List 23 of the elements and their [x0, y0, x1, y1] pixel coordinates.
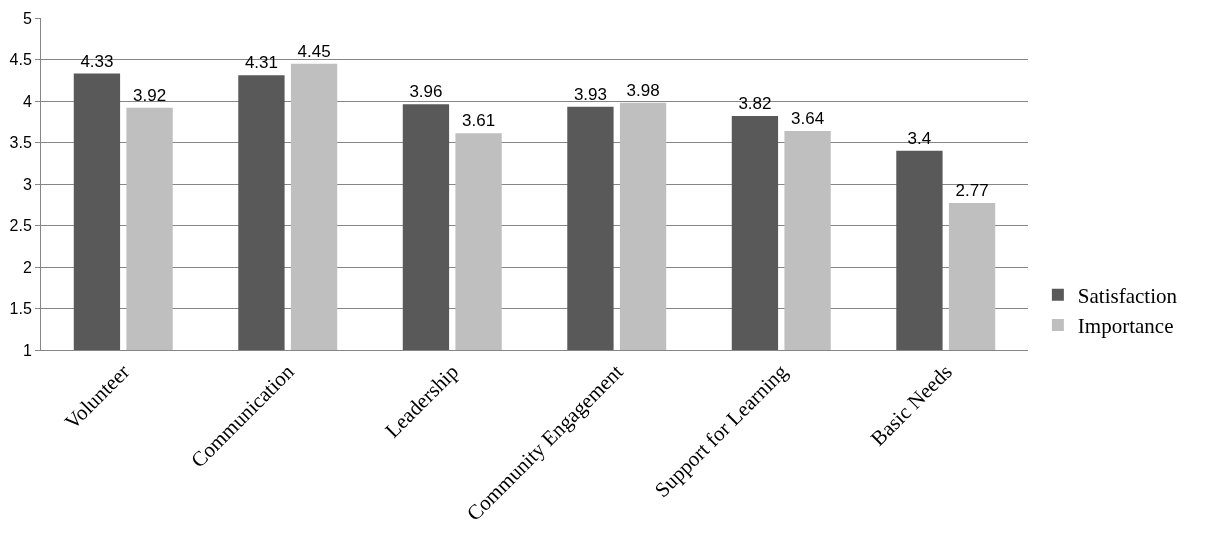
y-tick-label: 2 — [22, 258, 32, 276]
legend-label: Importance — [1077, 314, 1174, 339]
data-label: 3.92 — [133, 85, 167, 105]
data-label: 3.98 — [626, 80, 660, 100]
data-label: 4.33 — [80, 51, 114, 71]
data-label: 3.96 — [409, 82, 443, 102]
data-label: 4.31 — [244, 53, 278, 73]
data-label: 2.77 — [955, 181, 989, 201]
y-tick-label: 3 — [22, 175, 32, 193]
data-label: 3.93 — [573, 84, 607, 104]
y-tick-label: 3.5 — [9, 134, 32, 152]
y-tick-label: 5 — [22, 9, 32, 27]
y-tick-label: 2.5 — [9, 217, 32, 235]
data-label: 3.4 — [907, 128, 932, 148]
data-label: 4.45 — [297, 41, 331, 61]
data-label: 3.82 — [738, 93, 772, 113]
y-tick-label: 4.5 — [9, 51, 32, 69]
data-label: 3.61 — [462, 111, 496, 131]
y-tick-label: 1.5 — [9, 300, 32, 318]
y-tick-label: 1 — [22, 341, 32, 359]
data-label: 3.64 — [791, 108, 825, 128]
legend-label: Satisfaction — [1077, 284, 1178, 308]
y-tick-label: 4 — [22, 92, 32, 110]
